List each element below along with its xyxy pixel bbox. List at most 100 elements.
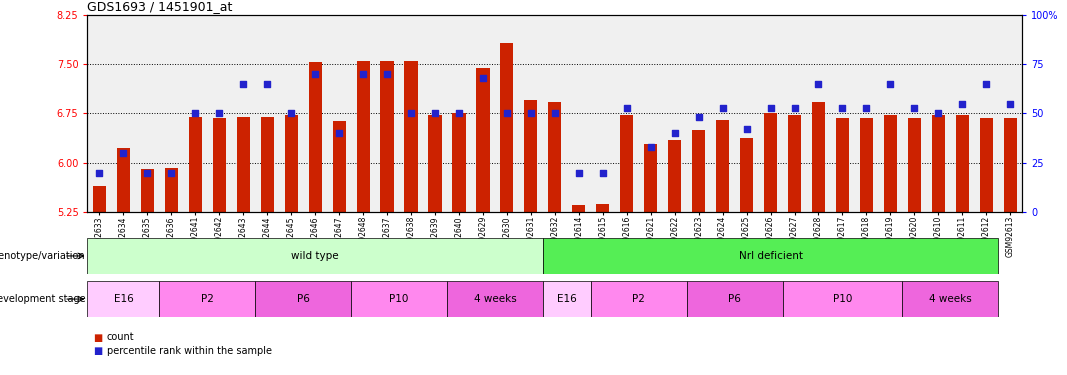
Point bbox=[211, 110, 228, 116]
Text: count: count bbox=[107, 333, 134, 342]
Point bbox=[139, 170, 156, 176]
Text: wild type: wild type bbox=[291, 251, 339, 261]
Bar bbox=[452, 113, 465, 212]
Bar bbox=[87, 281, 159, 317]
Bar bbox=[716, 120, 729, 212]
Text: percentile rank within the sample: percentile rank within the sample bbox=[107, 346, 272, 355]
Bar bbox=[548, 102, 561, 212]
Bar bbox=[644, 144, 657, 212]
Point bbox=[546, 110, 563, 116]
Point bbox=[834, 105, 851, 111]
Bar bbox=[620, 116, 634, 212]
Bar bbox=[189, 117, 202, 212]
Bar bbox=[787, 115, 801, 212]
Bar bbox=[687, 281, 782, 317]
Point bbox=[858, 105, 875, 111]
Bar bbox=[668, 140, 681, 212]
Text: genotype/variation: genotype/variation bbox=[0, 251, 85, 261]
Bar bbox=[351, 281, 447, 317]
Point bbox=[427, 110, 444, 116]
Bar bbox=[543, 238, 999, 274]
Point bbox=[666, 130, 683, 136]
Bar bbox=[908, 118, 921, 212]
Point bbox=[115, 150, 132, 156]
Text: Nrl deficient: Nrl deficient bbox=[738, 251, 802, 261]
Point bbox=[354, 71, 371, 77]
Text: E16: E16 bbox=[557, 294, 576, 304]
Text: ■: ■ bbox=[93, 346, 102, 355]
Bar bbox=[740, 138, 753, 212]
Bar bbox=[87, 238, 543, 274]
Bar bbox=[285, 116, 298, 212]
Point bbox=[929, 110, 946, 116]
Point bbox=[379, 71, 396, 77]
Bar bbox=[903, 281, 999, 317]
Point bbox=[1002, 100, 1019, 106]
Bar bbox=[429, 116, 442, 212]
Bar bbox=[447, 281, 543, 317]
Bar bbox=[596, 204, 609, 212]
Bar bbox=[764, 113, 777, 212]
Point bbox=[954, 100, 971, 106]
Bar bbox=[835, 118, 849, 212]
Point bbox=[738, 126, 755, 132]
Bar bbox=[260, 117, 274, 212]
Point bbox=[475, 75, 492, 81]
Bar bbox=[543, 281, 591, 317]
Text: P6: P6 bbox=[297, 294, 309, 304]
Bar bbox=[782, 281, 903, 317]
Bar bbox=[141, 169, 154, 212]
Point bbox=[594, 170, 611, 176]
Point bbox=[618, 105, 635, 111]
Text: ■: ■ bbox=[93, 333, 102, 342]
Point bbox=[570, 170, 587, 176]
Bar bbox=[883, 115, 897, 212]
Point bbox=[498, 110, 515, 116]
Point bbox=[235, 81, 252, 87]
Text: P2: P2 bbox=[633, 294, 646, 304]
Point bbox=[306, 71, 323, 77]
Text: 4 weeks: 4 weeks bbox=[929, 294, 972, 304]
Bar bbox=[980, 118, 992, 212]
Text: P2: P2 bbox=[201, 294, 213, 304]
Bar bbox=[237, 117, 250, 212]
Bar bbox=[164, 168, 178, 212]
Text: development stage: development stage bbox=[0, 294, 85, 304]
Point bbox=[258, 81, 275, 87]
Bar bbox=[404, 61, 417, 212]
Bar bbox=[500, 43, 513, 212]
Point bbox=[642, 144, 659, 150]
Bar bbox=[117, 148, 130, 212]
Text: 4 weeks: 4 weeks bbox=[474, 294, 516, 304]
Point bbox=[977, 81, 994, 87]
Text: E16: E16 bbox=[113, 294, 133, 304]
Point bbox=[810, 81, 827, 87]
Point bbox=[762, 105, 779, 111]
Point bbox=[331, 130, 348, 136]
Point bbox=[714, 105, 731, 111]
Bar bbox=[308, 62, 322, 212]
Bar bbox=[356, 61, 369, 212]
Point bbox=[881, 81, 898, 87]
Text: P10: P10 bbox=[832, 294, 853, 304]
Bar bbox=[591, 281, 687, 317]
Point bbox=[906, 105, 923, 111]
Point bbox=[450, 110, 467, 116]
Bar bbox=[476, 68, 490, 212]
Point bbox=[690, 114, 707, 120]
Bar bbox=[931, 115, 945, 212]
Text: GDS1693 / 1451901_at: GDS1693 / 1451901_at bbox=[87, 0, 233, 13]
Text: P6: P6 bbox=[728, 294, 740, 304]
Bar bbox=[812, 102, 825, 212]
Bar bbox=[1004, 118, 1017, 212]
Point bbox=[163, 170, 180, 176]
Bar bbox=[572, 206, 586, 212]
Point bbox=[786, 105, 803, 111]
Bar bbox=[333, 122, 346, 212]
Point bbox=[187, 110, 204, 116]
Bar bbox=[524, 100, 538, 212]
Point bbox=[523, 110, 540, 116]
Bar bbox=[956, 115, 969, 212]
Bar bbox=[93, 186, 106, 212]
Point bbox=[283, 110, 300, 116]
